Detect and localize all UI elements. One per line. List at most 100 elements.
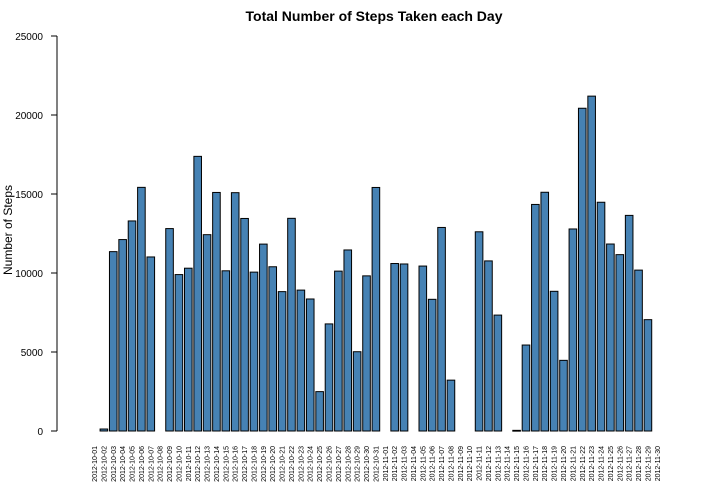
x-tick-label: 2012-10-23	[298, 446, 305, 482]
bar	[146, 256, 156, 432]
bar	[484, 260, 493, 432]
bar	[615, 254, 625, 432]
bar	[540, 191, 550, 432]
x-tick-label: 2012-11-14	[505, 446, 512, 481]
bar	[184, 267, 193, 432]
bar	[549, 290, 559, 432]
bar	[240, 217, 249, 432]
x-tick-label: 2012-10-20	[270, 446, 277, 482]
bar	[221, 270, 231, 432]
bar	[371, 186, 381, 432]
bar	[493, 314, 503, 432]
bar	[268, 266, 278, 432]
x-tick-label: 2012-11-20	[561, 446, 568, 481]
x-tick-label: 2012-10-26	[327, 446, 334, 482]
x-tick-label: 2012-11-25	[608, 446, 615, 481]
bar	[362, 275, 371, 432]
bar	[193, 155, 202, 432]
x-tick-label: 2012-10-11	[186, 446, 193, 481]
x-tick-label: 2012-10-07	[148, 446, 155, 482]
x-tick-label: 2012-10-29	[355, 446, 362, 482]
x-tick-label: 2012-10-14	[214, 446, 221, 482]
x-tick-label: 2012-10-06	[139, 446, 146, 482]
y-tick-label: 15000	[15, 190, 43, 201]
bar	[446, 379, 456, 432]
x-tick-label: 2012-10-12	[195, 446, 202, 482]
x-tick-label: 2012-11-04	[411, 446, 418, 481]
bar	[390, 263, 399, 432]
x-tick-label: 2012-10-27	[336, 446, 343, 482]
x-tick-label: 2012-10-16	[233, 446, 240, 482]
bar	[418, 265, 428, 432]
x-tick-labels: 2012-10-01 2012-10-02 2012-10-03 2012-10-04…	[92, 446, 662, 482]
x-tick-label: 2012-11-22	[580, 446, 587, 481]
x-tick-label: 2012-11-15	[514, 446, 521, 481]
x-tick-label: 2012-11-10	[467, 446, 474, 481]
y-tick-label: 10000	[15, 269, 43, 280]
x-tick-label: 2012-11-27	[627, 446, 634, 481]
x-tick-label: 2012-10-18	[251, 446, 258, 482]
x-tick-label: 2012-10-04	[120, 446, 127, 482]
x-tick-label: 2012-10-21	[280, 446, 287, 482]
x-tick-label: 2012-10-24	[308, 446, 315, 482]
x-tick-label: 2012-11-23	[589, 446, 596, 481]
x-tick-label: 2012-10-31	[373, 446, 380, 482]
chart-title: Total Number of Steps Taken each Day	[246, 8, 503, 24]
bar	[334, 270, 343, 432]
bar	[165, 228, 174, 432]
x-tick-label: 2012-10-10	[176, 446, 183, 482]
x-tick-label: 2012-11-02	[392, 446, 399, 481]
bar	[559, 359, 568, 432]
bar	[212, 191, 221, 432]
bar	[437, 226, 446, 432]
x-tick-label: 2012-10-22	[289, 446, 296, 482]
y-tick-label: 20000	[15, 111, 43, 122]
bar	[606, 243, 615, 432]
x-tick-label: 2012-10-01	[92, 446, 99, 482]
x-tick-label: 2012-10-08	[158, 446, 165, 482]
bar	[249, 271, 259, 432]
x-tick-label: 2012-11-11	[477, 446, 484, 481]
x-tick-label: 2012-11-18	[542, 446, 549, 481]
x-tick-label: 2012-10-19	[261, 446, 268, 482]
x-tick-label: 2012-11-08	[448, 446, 455, 481]
x-tick-label: 2012-11-06	[430, 446, 437, 481]
bar	[137, 186, 146, 432]
bar	[315, 391, 324, 432]
x-tick-label: 2012-11-28	[636, 446, 643, 481]
bar	[568, 228, 578, 432]
x-tick-label: 2012-11-09	[458, 446, 465, 481]
bar	[596, 201, 606, 432]
x-tick-label: 2012-11-12	[486, 446, 493, 481]
bar	[259, 243, 268, 432]
y-axis-label: Number of Steps	[1, 185, 15, 275]
x-tick-label: 2012-11-26	[617, 446, 624, 481]
bar	[521, 344, 531, 432]
bar	[587, 95, 596, 432]
x-tick-label: 2012-10-05	[130, 446, 137, 482]
bar	[118, 239, 127, 432]
y-tick-label: 0	[37, 427, 43, 438]
bar	[577, 107, 587, 432]
x-tick-label: 2012-11-30	[655, 446, 662, 481]
y-tick-label: 5000	[21, 348, 44, 359]
x-tick-label: 2012-11-03	[402, 446, 409, 481]
bar	[277, 291, 287, 432]
bar	[624, 214, 634, 432]
x-tick-label: 2012-10-17	[242, 446, 249, 482]
bar	[287, 217, 296, 432]
x-tick-label: 2012-11-07	[439, 446, 446, 481]
x-tick-label: 2012-11-29	[645, 446, 652, 481]
x-tick-label: 2012-11-19	[552, 446, 559, 481]
bar	[531, 203, 540, 432]
bar	[305, 298, 315, 432]
bar	[399, 263, 409, 432]
bar	[174, 274, 184, 432]
bar	[643, 319, 653, 432]
bar	[127, 220, 137, 432]
bar	[634, 269, 643, 432]
x-tick-label: 2012-11-16	[523, 446, 530, 481]
x-tick-label: 2012-11-17	[533, 446, 540, 481]
bar	[108, 251, 118, 432]
